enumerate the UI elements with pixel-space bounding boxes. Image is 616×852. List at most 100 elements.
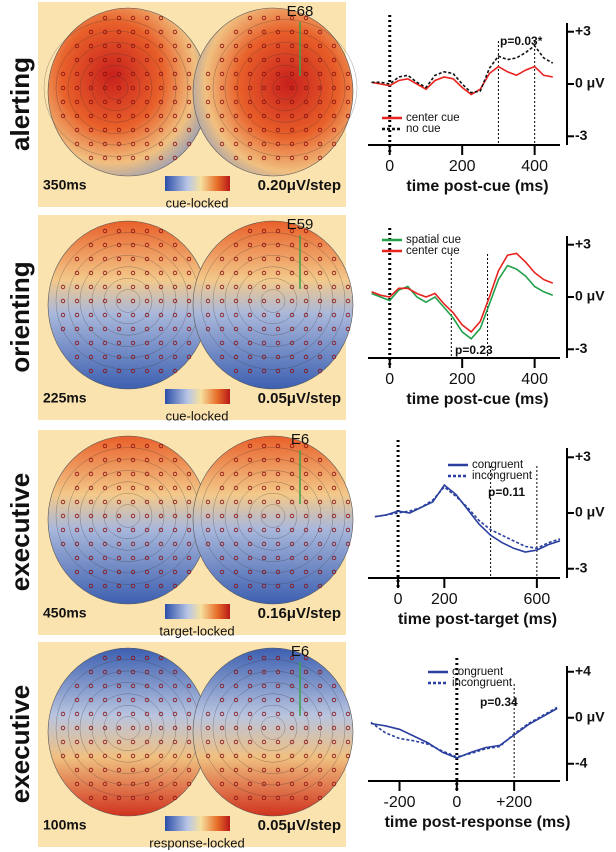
electrode — [247, 753, 253, 759]
electrode — [74, 99, 80, 105]
electrode — [331, 256, 337, 262]
electrode — [289, 15, 295, 21]
electrode — [247, 284, 253, 290]
electrode — [261, 443, 267, 449]
electrode — [102, 127, 108, 133]
electrode — [303, 669, 309, 675]
electrode — [130, 527, 136, 533]
electrode — [88, 795, 94, 801]
contour — [260, 504, 286, 528]
electrode — [247, 725, 253, 731]
electrode — [60, 711, 66, 717]
electrode — [144, 368, 150, 374]
electrode — [158, 354, 164, 360]
electrode — [172, 312, 178, 318]
electrode — [88, 471, 94, 477]
electrode — [331, 113, 337, 119]
electrode — [275, 242, 281, 248]
electrode — [289, 242, 295, 248]
electrode — [233, 99, 239, 105]
electrode — [275, 499, 281, 505]
electrode — [130, 326, 136, 332]
electrode — [60, 85, 66, 91]
head-map — [192, 647, 354, 817]
electrode — [130, 127, 136, 133]
electrode — [331, 725, 337, 731]
electrode — [275, 795, 281, 801]
electrode — [144, 541, 150, 547]
electrode — [130, 711, 136, 717]
electrode — [317, 141, 323, 147]
electrode — [116, 57, 122, 63]
electrode — [233, 457, 239, 463]
electrode — [275, 312, 281, 318]
electrode — [102, 57, 108, 63]
electrode — [247, 485, 253, 491]
electrode — [261, 15, 267, 21]
erp-line — [370, 707, 558, 759]
electrode — [172, 541, 178, 547]
electrode — [144, 340, 150, 346]
electrode — [102, 569, 108, 575]
electrode — [186, 767, 192, 773]
electrode — [261, 753, 267, 759]
x-tick-label: 200 — [449, 371, 476, 388]
electrode — [88, 739, 94, 745]
electrode — [74, 71, 80, 77]
electrode — [289, 683, 295, 689]
electrode — [74, 354, 80, 360]
electrode — [116, 655, 122, 661]
electrode — [233, 256, 239, 262]
row-label: executive — [5, 685, 35, 804]
electrode — [275, 669, 281, 675]
electrode — [331, 683, 337, 689]
electrode — [102, 242, 108, 248]
electrode — [60, 298, 66, 304]
erp-line — [374, 483, 561, 553]
y-tick-label: 0 μV — [575, 504, 605, 520]
electrode — [102, 141, 108, 147]
electrode — [186, 471, 192, 477]
electrode — [303, 767, 309, 773]
contour — [236, 42, 334, 134]
electrode — [116, 85, 122, 91]
electrode — [289, 767, 295, 773]
electrode — [102, 527, 108, 533]
erp-line — [371, 264, 554, 340]
electrode — [158, 284, 164, 290]
electrode — [317, 457, 323, 463]
legend-label: center cue — [406, 245, 460, 257]
electrode — [74, 298, 80, 304]
electrode — [130, 541, 136, 547]
electrode — [331, 326, 337, 332]
contour — [248, 278, 298, 325]
electrode — [289, 781, 295, 787]
lock-label: response-locked — [149, 835, 244, 850]
electrode — [186, 270, 192, 276]
electrode — [275, 127, 281, 133]
electrode — [116, 155, 122, 161]
electrode — [158, 298, 164, 304]
electrode — [172, 284, 178, 290]
electrode — [172, 256, 178, 262]
electrode — [317, 284, 323, 290]
electrode — [102, 155, 108, 161]
electrode — [144, 669, 150, 675]
electrode — [317, 513, 323, 519]
contour — [43, 19, 189, 157]
electrode — [247, 781, 253, 787]
contour — [260, 289, 286, 313]
electrode — [289, 655, 295, 661]
electrode — [219, 683, 225, 689]
electrode — [261, 725, 267, 731]
electrode — [275, 85, 281, 91]
electrode — [74, 113, 80, 119]
electrode — [261, 499, 267, 505]
electrode — [205, 541, 211, 547]
electrode — [275, 583, 281, 589]
electrode — [317, 471, 323, 477]
electrode — [247, 711, 253, 717]
electrode — [247, 155, 253, 161]
electrode — [331, 57, 337, 63]
